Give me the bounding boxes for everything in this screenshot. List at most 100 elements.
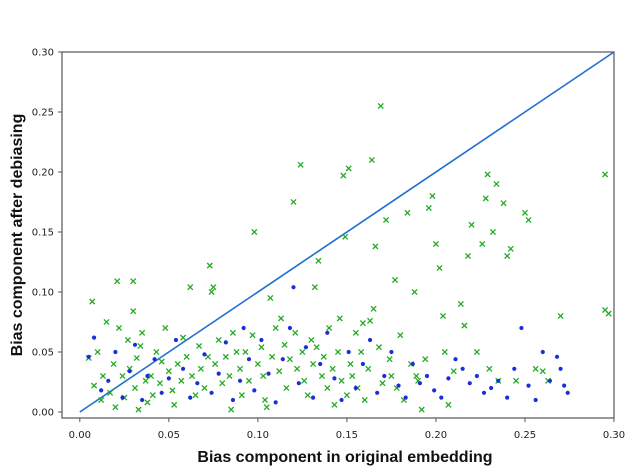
blue-dot-marker [467, 381, 472, 386]
green-x-marker [283, 384, 290, 392]
green-x-marker [388, 372, 395, 380]
green-x-marker [162, 324, 169, 332]
green-x-marker [233, 348, 240, 356]
green-x-marker [149, 392, 156, 399]
green-x-marker [139, 329, 146, 336]
green-x-marker [361, 396, 368, 404]
green-x-marker [144, 399, 151, 406]
y-tick-label: 0.25 [32, 108, 54, 119]
green-x-marker [441, 348, 448, 356]
blue-dot-marker [246, 357, 252, 362]
blue-dot-marker [519, 325, 524, 331]
green-x-marker [557, 312, 564, 320]
green-x-marker [147, 372, 155, 380]
green-x-marker [292, 329, 299, 336]
blue-dot-marker [540, 349, 545, 355]
green-x-marker [377, 102, 384, 110]
green-x-marker [418, 406, 425, 413]
green-x-marker [208, 288, 215, 296]
green-x-marker [158, 358, 165, 365]
green-x-marker [329, 365, 336, 372]
x-axis-title: Bias component in original embedding [197, 449, 492, 466]
blue-dot-marker [562, 383, 567, 388]
blue-dot-marker [505, 395, 510, 400]
blue-dot-marker [403, 395, 408, 400]
blue-dot-marker [132, 342, 138, 347]
green-x-marker [277, 315, 285, 322]
green-x-marker [281, 341, 288, 348]
y-axis-ticks: 0.00 0.05 0.10 0.15 0.20 0.25 0.30 [32, 48, 62, 419]
green-x-marker [276, 368, 283, 375]
green-x-marker [299, 348, 306, 356]
blue-dot-marker [389, 349, 394, 355]
green-x-marker [130, 278, 137, 285]
green-x-marker [112, 404, 119, 411]
green-x-marker [286, 356, 293, 363]
green-x-marker [269, 353, 276, 360]
green-x-marker [135, 406, 142, 413]
green-x-marker [119, 372, 126, 380]
blue-dot-marker [195, 381, 200, 386]
green-x-marker [370, 305, 377, 312]
blue-dot-marker [291, 285, 296, 290]
y-tick-label: 0.20 [32, 168, 54, 179]
green-x-marker [260, 372, 267, 380]
green-x-marker [450, 368, 457, 375]
blue-dot-marker [318, 361, 323, 367]
green-x-marker [315, 257, 322, 264]
green-x-marker [404, 209, 411, 216]
green-x-marker [326, 324, 333, 332]
green-x-marker [347, 360, 354, 368]
blue-dot-marker [86, 354, 91, 359]
green-x-marker [605, 310, 612, 317]
green-x-marker [445, 401, 452, 408]
green-x-marker [156, 380, 163, 387]
green-x-marker [500, 200, 507, 207]
green-x-marker [439, 312, 447, 320]
green-x-marker [352, 329, 359, 336]
y-tick-label: 0.05 [32, 348, 54, 359]
blue-dot-marker [241, 325, 246, 331]
green-x-marker [245, 377, 253, 384]
x-tick-label: 0.00 [69, 430, 91, 441]
green-x-marker [334, 348, 342, 356]
blue-dot-marker [360, 361, 366, 367]
green-x-marker [210, 284, 217, 291]
green-x-marker [493, 180, 500, 188]
blue-dot-marker [159, 390, 164, 395]
blue-dot-marker [339, 397, 344, 403]
green-x-marker [320, 353, 327, 360]
green-x-marker [539, 368, 546, 375]
green-x-marker [242, 348, 249, 356]
blue-dot-marker [152, 357, 157, 362]
green-x-marker [331, 401, 338, 408]
blue-dot-marker [127, 369, 132, 374]
green-x-marker [383, 216, 390, 224]
green-x-marker [237, 365, 244, 372]
identity-line-layer [79, 51, 615, 413]
green-x-marker [336, 315, 343, 322]
blue-dot-marker [223, 340, 228, 345]
green-x-marker [94, 348, 101, 356]
green-x-marker [89, 298, 96, 305]
green-x-marker [349, 372, 356, 380]
green-x-marker [311, 284, 318, 291]
green-x-marker [464, 252, 472, 260]
green-x-marker [137, 342, 144, 350]
green-x-marker [114, 278, 121, 285]
blue-dot-marker [209, 390, 214, 395]
blue-dot-marker [460, 366, 465, 371]
x-tick-label: 0.05 [158, 430, 180, 441]
green-x-marker [249, 332, 256, 339]
green-x-marker [429, 192, 436, 200]
green-x-marker [297, 161, 304, 168]
green-x-marker [411, 288, 418, 296]
blue-dot-marker [252, 388, 257, 393]
blue-dot-marker [332, 376, 337, 381]
blue-dot-marker [396, 383, 401, 388]
green-x-marker [142, 377, 149, 384]
green-x-marker [212, 360, 219, 368]
blue-dot-marker [353, 385, 358, 391]
blue-dot-marker [417, 381, 423, 386]
top-cropped-strip [0, 0, 640, 10]
